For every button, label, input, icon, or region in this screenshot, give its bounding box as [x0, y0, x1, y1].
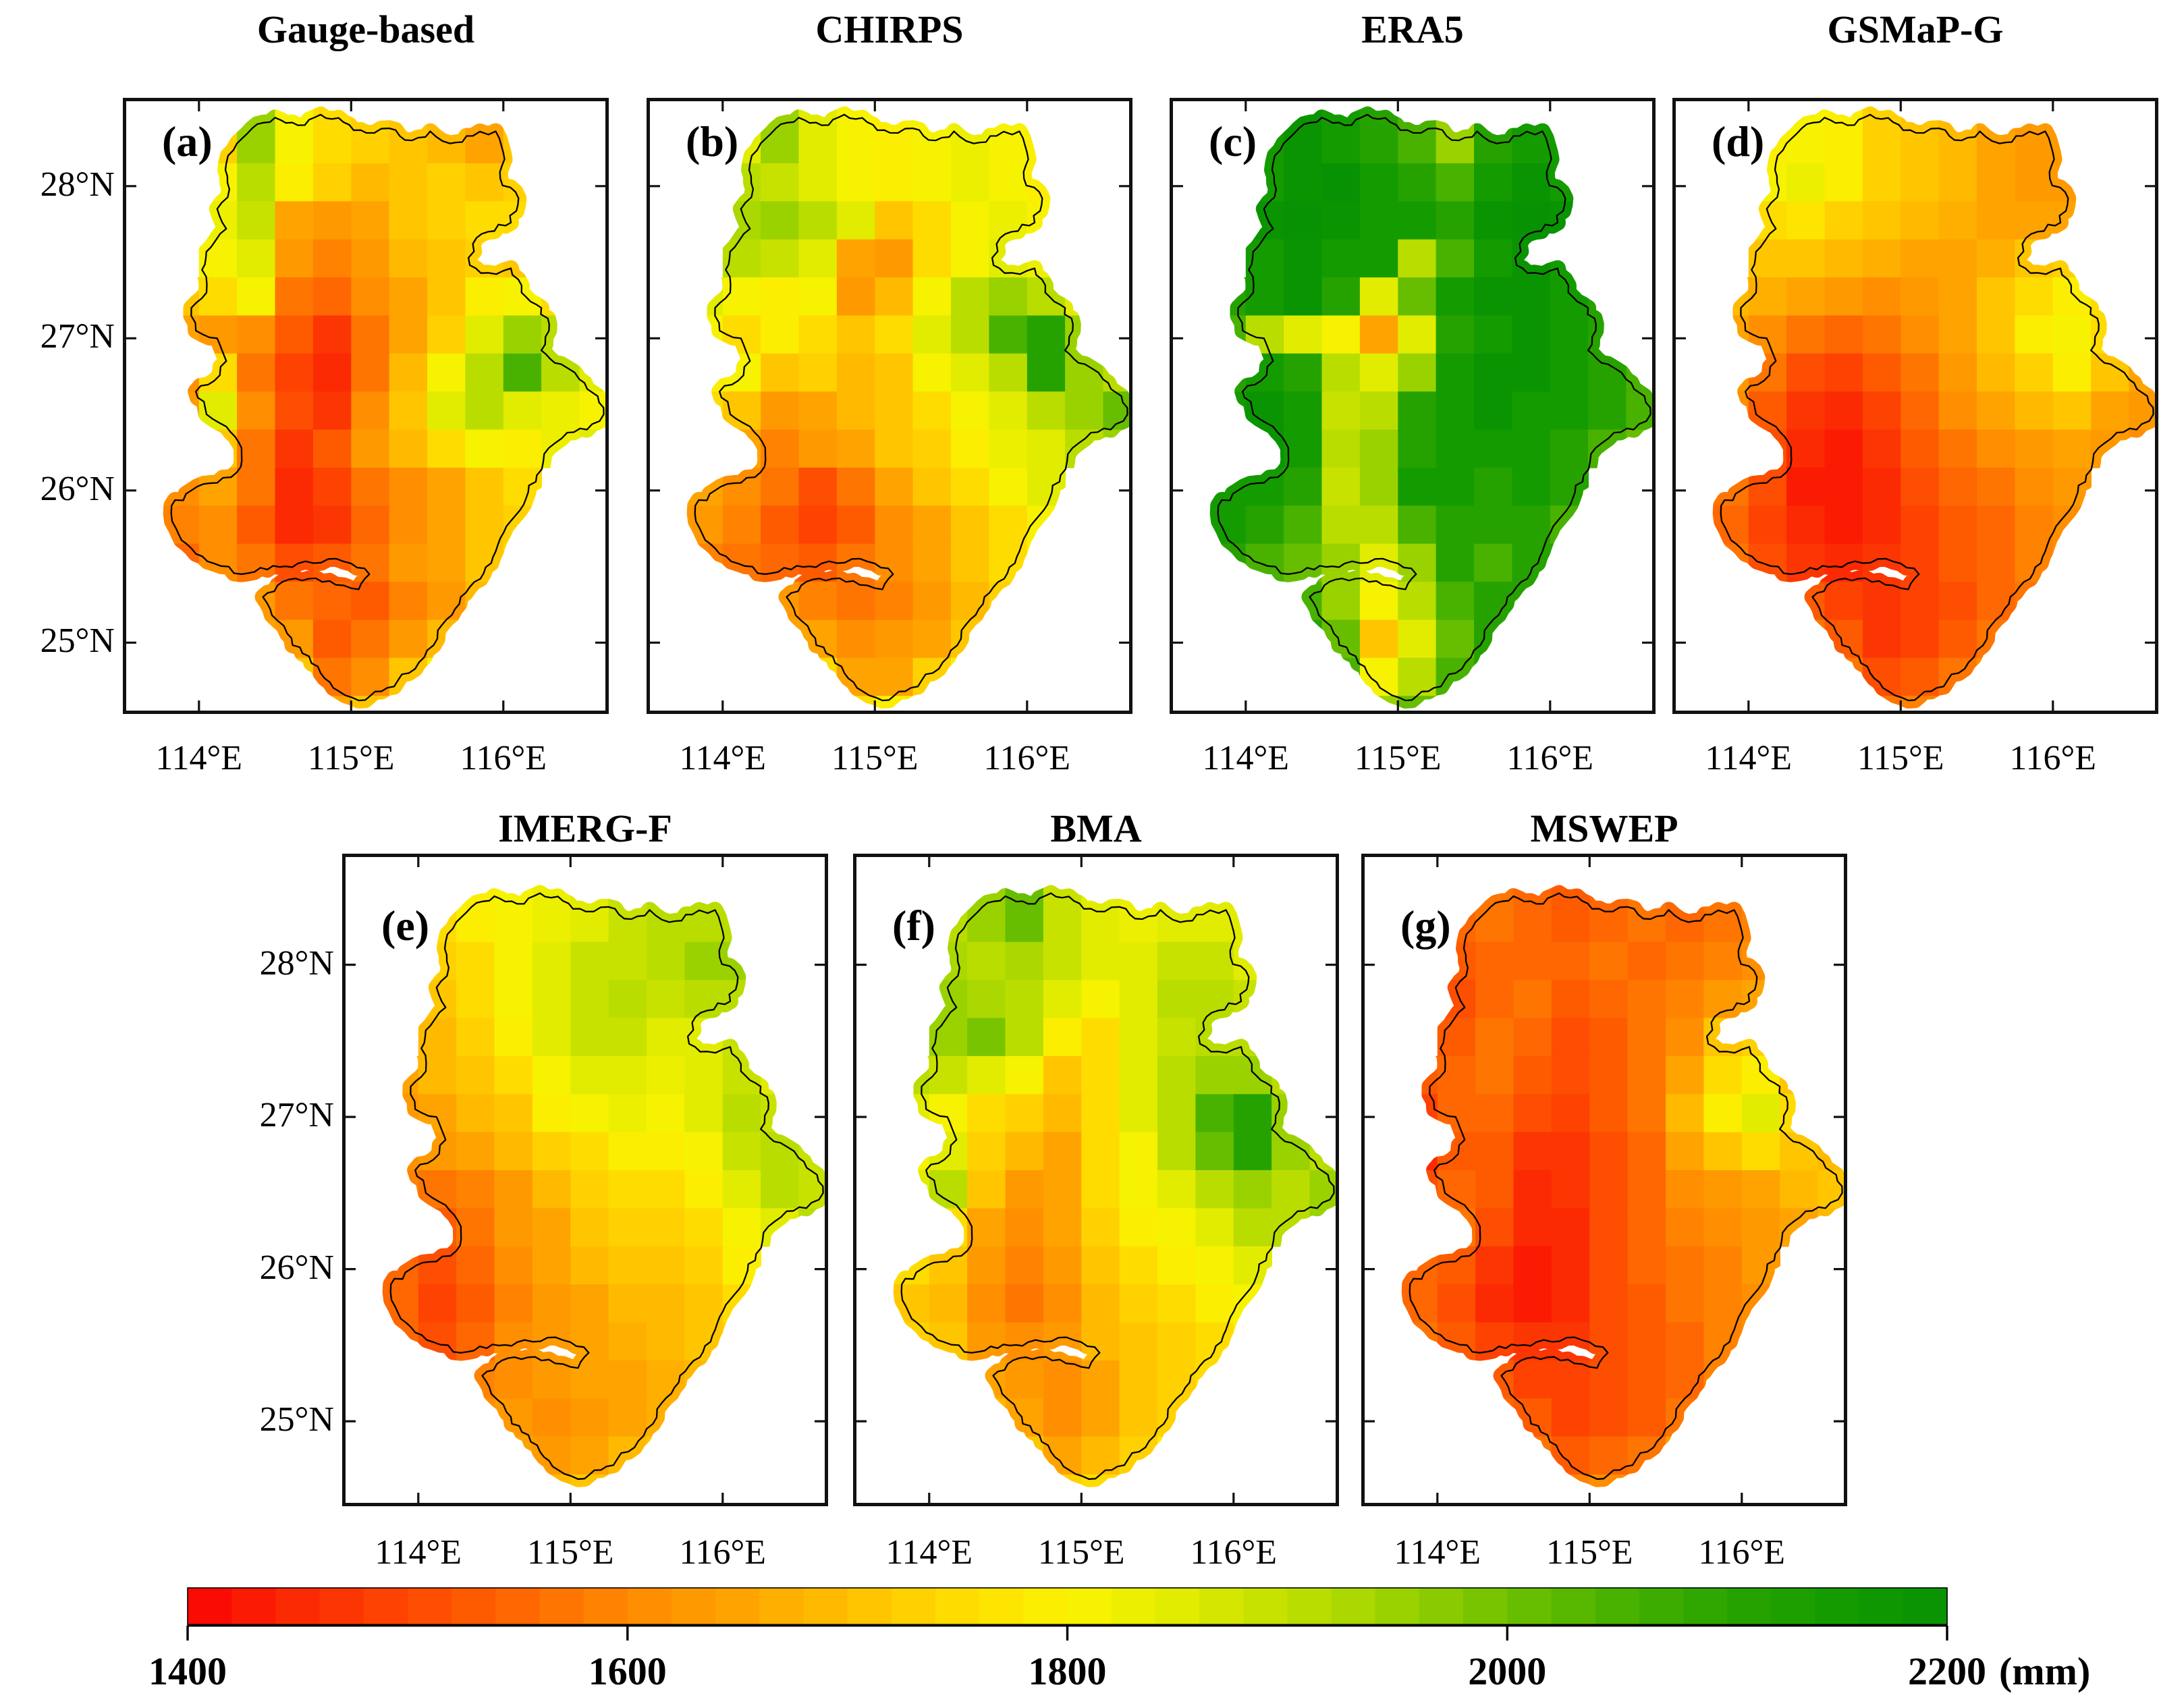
colorbar-tick-label-2200: 2200 — [1908, 1649, 1986, 1693]
panel-border — [1170, 98, 1656, 714]
lon-tick-label-imerg-f-115: 115°E — [526, 1533, 614, 1572]
panel-letter-chirps: (b) — [686, 117, 738, 165]
basin-boundary — [389, 892, 824, 1480]
lat-tick-label-row1-25: 25°N — [40, 622, 115, 661]
panel-letter-imerg-f: (e) — [381, 902, 429, 949]
lon-tick-label-imerg-f-114: 114°E — [375, 1533, 462, 1572]
panel-title-imerg-f: IMERG-F — [498, 806, 672, 850]
lat-tick-label-row1-27: 27°N — [40, 317, 115, 356]
precip-raster-era5 — [1207, 98, 1656, 714]
lon-tick-label-gauge-based-116: 116°E — [460, 739, 547, 777]
lon-tick-label-gauge-based-114: 114°E — [155, 739, 243, 777]
colorbar — [186, 1587, 1948, 1641]
lon-tick-label-bma-116: 116°E — [1190, 1533, 1278, 1572]
colorbar-tick-label-2000: 2000 — [1468, 1649, 1547, 1693]
lon-tick-label-era5-115: 115°E — [1354, 739, 1442, 777]
basin-boundary — [170, 113, 605, 702]
lat-tick-label-row2-26: 26°N — [259, 1248, 334, 1287]
panel-border — [853, 854, 1339, 1506]
panel-title-era5: ERA5 — [1361, 7, 1464, 51]
lon-tick-label-chirps-115: 115°E — [831, 739, 919, 777]
precip-raster-gsmap-g — [1710, 98, 2158, 714]
lon-tick-label-gsmap-g-115: 115°E — [1857, 739, 1944, 777]
lon-tick-label-gsmap-g-114: 114°E — [1705, 739, 1793, 777]
panel-letter-gsmap-g: (d) — [1712, 117, 1764, 165]
basin-boundary — [694, 113, 1128, 702]
map-panel-mswep: (g) — [1361, 854, 1847, 1506]
map-panel-gauge-based: (a) — [123, 98, 609, 714]
precip-raster-mswep — [1399, 866, 1847, 1506]
lon-tick-label-gauge-based-115: 115°E — [307, 739, 395, 777]
map-panel-imerg-f: (e) — [342, 854, 828, 1506]
map-panel-era5: (c) — [1170, 98, 1656, 714]
basin-boundary — [1217, 113, 1651, 702]
lon-tick-label-mswep-116: 116°E — [1698, 1533, 1786, 1572]
lon-tick-label-gsmap-g-116: 116°E — [2009, 739, 2097, 777]
colorbar-unit-label: (mm) — [1999, 1649, 2091, 1693]
colorbar-ticks — [186, 1626, 1948, 1641]
precip-raster-gauge-based — [161, 98, 609, 714]
panel-border — [647, 98, 1132, 714]
panel-title-mswep: MSWEP — [1530, 806, 1678, 850]
basin-boundary — [1720, 113, 2154, 702]
lat-tick-label-row1-26: 26°N — [40, 469, 115, 508]
lon-tick-label-mswep-115: 115°E — [1546, 1533, 1633, 1572]
map-panel-gsmap-g: (d) — [1672, 98, 2158, 714]
lon-tick-label-mswep-114: 114°E — [1394, 1533, 1481, 1572]
colorbar-tick-label-1600: 1600 — [588, 1649, 667, 1693]
panel-title-gauge-based: Gauge-based — [256, 7, 475, 51]
panel-letter-bma: (f) — [892, 902, 935, 949]
lat-tick-label-row2-27: 27°N — [259, 1096, 334, 1135]
lon-tick-label-era5-116: 116°E — [1506, 739, 1594, 777]
lon-tick-label-chirps-116: 116°E — [983, 739, 1071, 777]
lon-tick-label-imerg-f-116: 116°E — [679, 1533, 767, 1572]
panel-title-gsmap-g: GSMaP-G — [1827, 7, 2004, 51]
precip-raster-imerg-f — [380, 866, 828, 1506]
precip-raster-chirps — [684, 98, 1132, 714]
lat-tick-label-row1-28: 28°N — [40, 165, 115, 204]
colorbar-tick-label-1400: 1400 — [148, 1649, 227, 1693]
precip-raster-bma — [891, 866, 1339, 1506]
lon-tick-label-chirps-114: 114°E — [679, 739, 767, 777]
colorbar-tick-label-1800: 1800 — [1028, 1649, 1107, 1693]
panel-border — [123, 98, 609, 714]
basin-boundary — [1409, 892, 1843, 1480]
map-panel-bma: (f) — [853, 854, 1339, 1506]
panel-letter-mswep: (g) — [1400, 902, 1451, 949]
panel-border — [1361, 854, 1847, 1506]
lon-tick-label-era5-114: 114°E — [1202, 739, 1290, 777]
panel-border — [342, 854, 828, 1506]
panel-title-bma: BMA — [1050, 806, 1142, 850]
lon-tick-label-bma-114: 114°E — [885, 1533, 973, 1572]
panel-border — [1672, 98, 2158, 714]
lon-tick-label-bma-115: 115°E — [1037, 1533, 1125, 1572]
panel-letter-gauge-based: (a) — [162, 117, 213, 165]
lat-tick-label-row2-28: 28°N — [259, 943, 334, 983]
lat-tick-label-row2-25: 25°N — [259, 1400, 334, 1439]
basin-boundary — [900, 892, 1335, 1480]
panel-letter-era5: (c) — [1209, 117, 1257, 165]
map-panel-chirps: (b) — [647, 98, 1132, 714]
panel-title-chirps: CHIRPS — [815, 7, 964, 51]
